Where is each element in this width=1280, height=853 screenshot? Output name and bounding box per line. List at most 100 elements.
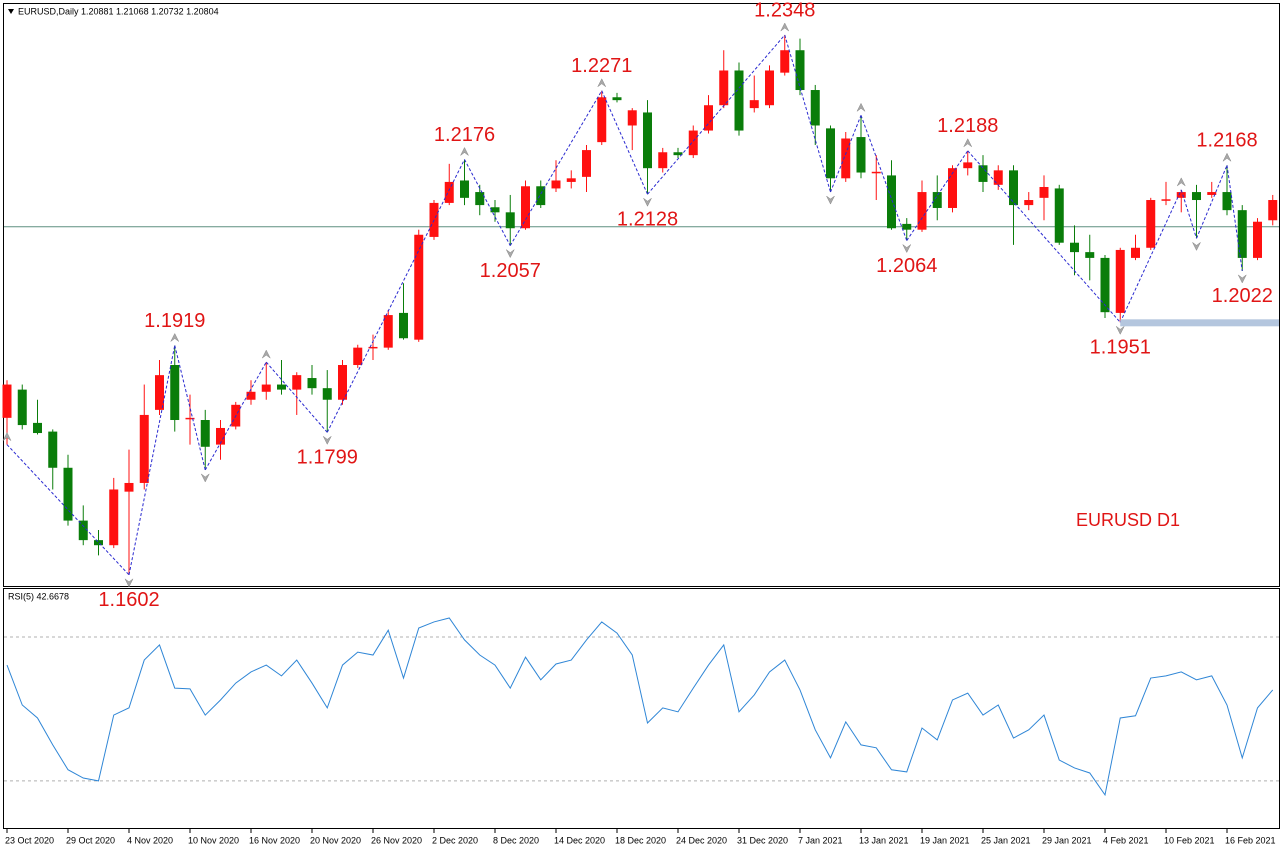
zigzag-label: 1.1919 bbox=[144, 310, 205, 332]
rsi-line bbox=[6, 617, 1274, 797]
zigzag-label: 1.1951 bbox=[1090, 337, 1151, 359]
candle-body bbox=[33, 422, 42, 434]
candle-body bbox=[566, 178, 576, 182]
candle-body bbox=[261, 384, 271, 392]
candle-body bbox=[932, 192, 942, 208]
candle-body bbox=[1222, 192, 1232, 211]
candle-body bbox=[1085, 252, 1095, 258]
zigzag-segment bbox=[601, 90, 648, 195]
candle-body bbox=[810, 90, 820, 126]
candle-body bbox=[963, 162, 973, 169]
zigzag-arrow bbox=[643, 198, 652, 207]
candle-body bbox=[124, 482, 134, 492]
candle-body bbox=[993, 170, 1003, 185]
zigzag-arrow bbox=[902, 244, 911, 254]
zigzag-arrow bbox=[826, 195, 835, 205]
candle-body bbox=[658, 152, 668, 169]
candle-body bbox=[1070, 242, 1079, 253]
candle-body bbox=[795, 50, 805, 91]
candle-body bbox=[1146, 200, 1156, 248]
candle-body bbox=[1192, 192, 1201, 201]
candle-body bbox=[1176, 192, 1186, 198]
candle-body bbox=[551, 180, 561, 189]
zigzag-segment bbox=[265, 361, 328, 433]
candle-body bbox=[1161, 199, 1171, 201]
candle-body bbox=[765, 70, 774, 106]
x-tick-label: 18 Dec 2020 bbox=[615, 835, 666, 845]
zigzag-segment bbox=[860, 115, 908, 241]
candle-body bbox=[338, 365, 347, 400]
zigzag-segment bbox=[967, 150, 1121, 323]
zigzag-arrow bbox=[460, 146, 469, 156]
candle-body bbox=[1100, 257, 1110, 313]
zigzag-arrow bbox=[124, 578, 134, 588]
x-tick-label: 7 Jan 2021 bbox=[798, 835, 843, 845]
candle-body bbox=[887, 175, 896, 229]
candle-body bbox=[292, 375, 302, 390]
zigzag-arrow bbox=[170, 332, 179, 342]
zigzag-segment bbox=[464, 159, 511, 246]
zigzag-segment bbox=[1226, 165, 1243, 272]
candle-body bbox=[63, 467, 73, 521]
zigzag-label: 1.2057 bbox=[480, 260, 541, 282]
zigzag-label: 1.2271 bbox=[571, 55, 632, 77]
candle-body bbox=[307, 378, 317, 389]
candle-body bbox=[216, 427, 225, 445]
candle-body bbox=[246, 391, 256, 400]
candle-body bbox=[277, 384, 286, 390]
zigzag-label: 1.2064 bbox=[876, 255, 937, 277]
zigzag-segment bbox=[906, 150, 969, 241]
candle-body bbox=[1237, 210, 1247, 258]
zigzag-arrow bbox=[1238, 274, 1247, 284]
zigzag-segment bbox=[326, 159, 465, 433]
zigzag-segment bbox=[174, 345, 206, 471]
candle-body bbox=[94, 540, 103, 546]
zigzag-segment bbox=[204, 361, 267, 471]
zigzag-arrow bbox=[1192, 242, 1201, 251]
candle-body bbox=[1268, 200, 1278, 221]
candle-body bbox=[17, 389, 27, 426]
x-tick-label: 31 Dec 2020 bbox=[737, 835, 788, 845]
candle-body bbox=[48, 431, 58, 468]
x-tick-label: 16 Nov 2020 bbox=[249, 835, 300, 845]
zigzag-arrow bbox=[1177, 177, 1186, 187]
candle-body bbox=[399, 312, 408, 339]
zigzag-segment bbox=[128, 345, 176, 575]
candle-body bbox=[780, 50, 790, 73]
zigzag-segment bbox=[1180, 189, 1197, 239]
zigzag-arrow bbox=[323, 436, 332, 445]
candle-body bbox=[902, 223, 912, 230]
x-tick-label: 23 Oct 2020 bbox=[5, 835, 54, 845]
zigzag-label: 1.2022 bbox=[1212, 285, 1273, 307]
zigzag-arrow bbox=[262, 349, 271, 359]
zigzag-segment bbox=[1196, 165, 1228, 239]
candle-body bbox=[170, 365, 180, 421]
zigzag-label: 1.1799 bbox=[297, 447, 358, 469]
x-tick-label: 4 Feb 2021 bbox=[1103, 835, 1149, 845]
chart-annotation: EURUSD D1 bbox=[1076, 510, 1180, 530]
candle-body bbox=[78, 520, 88, 541]
candle-body bbox=[719, 70, 729, 106]
zigzag-arrow bbox=[856, 102, 866, 112]
candle-body bbox=[505, 212, 515, 229]
header-arrow bbox=[8, 9, 14, 14]
candle-body bbox=[2, 384, 12, 418]
candle-body bbox=[627, 110, 637, 126]
candle-body bbox=[673, 152, 683, 156]
candle-body bbox=[200, 420, 210, 447]
zigzag-arrow bbox=[506, 249, 515, 259]
candle-body bbox=[917, 192, 927, 230]
candle-body bbox=[475, 192, 485, 206]
chart-header: EURUSD,Daily 1.20881 1.21068 1.20732 1.2… bbox=[18, 6, 219, 16]
zigzag-label: 1.2348 bbox=[754, 0, 815, 21]
zigzag-arrow bbox=[1222, 152, 1232, 162]
candle-body bbox=[353, 347, 363, 366]
x-tick-label: 10 Nov 2020 bbox=[188, 835, 239, 845]
candle-body bbox=[1131, 247, 1140, 258]
x-tick-label: 16 Feb 2021 bbox=[1225, 835, 1276, 845]
zigzag-arrow bbox=[780, 22, 789, 32]
candle-body bbox=[368, 346, 378, 349]
candle-body bbox=[490, 207, 500, 213]
candle-body bbox=[521, 186, 530, 229]
